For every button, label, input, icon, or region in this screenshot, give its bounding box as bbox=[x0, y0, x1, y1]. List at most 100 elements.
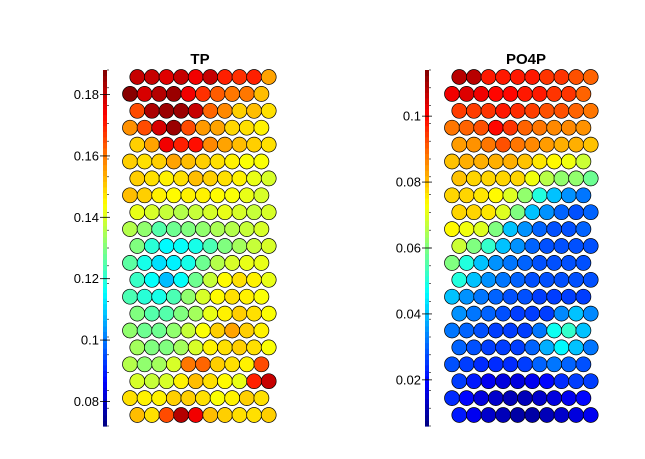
tp-colorbar-tick-label: 0.16 bbox=[74, 148, 99, 163]
tp-cell bbox=[231, 170, 248, 187]
po4p-cell bbox=[582, 339, 599, 356]
po4p-cell bbox=[444, 356, 460, 373]
tp-cell bbox=[260, 271, 277, 288]
po4p-cell bbox=[495, 102, 511, 119]
tp-cell bbox=[136, 86, 153, 102]
tp-cell bbox=[158, 407, 175, 423]
tp-colorbar-segment bbox=[103, 203, 107, 210]
tp-colorbar-segment bbox=[103, 320, 107, 327]
tp-cell bbox=[195, 322, 211, 339]
tp-colorbar-tick-label: 0.08 bbox=[74, 394, 99, 409]
po4p-cell bbox=[458, 86, 475, 102]
tp-cell bbox=[224, 390, 241, 406]
tp-colorbar-segment bbox=[103, 125, 107, 132]
tp-cell bbox=[144, 305, 160, 322]
tp-cell bbox=[246, 373, 262, 390]
tp-cell bbox=[202, 69, 219, 85]
po4p-cell bbox=[575, 390, 592, 406]
tp-cell bbox=[173, 204, 189, 221]
tp-cell bbox=[180, 255, 197, 271]
tp-cell bbox=[129, 102, 146, 119]
tp-cell bbox=[238, 390, 255, 406]
po4p-title: PO4P bbox=[506, 51, 546, 68]
tp-cell bbox=[224, 356, 241, 373]
po4p-colorbar-segment bbox=[425, 214, 429, 221]
po4p-cell bbox=[524, 305, 541, 322]
po4p-cell bbox=[487, 390, 504, 406]
po4p-cell bbox=[524, 204, 541, 221]
po4p-cell bbox=[487, 255, 504, 271]
tp-cell bbox=[129, 305, 146, 322]
tp-cell bbox=[129, 136, 146, 153]
po4p-cell bbox=[517, 221, 533, 237]
tp-cell bbox=[122, 119, 138, 136]
po4p-cell bbox=[480, 136, 497, 153]
po4p-cell bbox=[509, 407, 526, 423]
tp-cell bbox=[202, 339, 219, 356]
tp-cell bbox=[238, 288, 255, 305]
po4p-colorbar-segment bbox=[425, 259, 429, 266]
po4p-colorbar-segment bbox=[425, 331, 429, 338]
po4p-colorbar-segment bbox=[425, 286, 429, 294]
tp-colorbar-segment bbox=[103, 325, 107, 333]
tp-cell bbox=[180, 390, 197, 406]
tp-cell bbox=[136, 187, 153, 204]
tp-cell bbox=[165, 187, 182, 204]
tp-cell bbox=[158, 305, 175, 322]
po4p-cell bbox=[553, 69, 570, 85]
tp-cell bbox=[217, 339, 233, 356]
tp-cell bbox=[246, 407, 262, 423]
po4p-cell bbox=[553, 373, 570, 390]
tp-cell bbox=[158, 271, 175, 288]
tp-cell bbox=[122, 356, 138, 373]
po4p-cell bbox=[480, 373, 497, 390]
tp-colorbar-segment bbox=[103, 108, 107, 116]
po4p-cell bbox=[575, 187, 592, 204]
po4p-cell bbox=[560, 390, 577, 406]
tp-colorbar-tick-label: 0.12 bbox=[74, 271, 99, 286]
po4p-colorbar-segment bbox=[425, 309, 429, 316]
po4p-cell bbox=[509, 238, 526, 254]
po4p-colorbar-segment bbox=[425, 281, 429, 288]
tp-cell bbox=[129, 238, 146, 254]
po4p-colorbar-segment bbox=[425, 147, 429, 155]
tp-cell bbox=[144, 204, 160, 221]
po4p-cell bbox=[487, 187, 504, 204]
po4p-cell bbox=[560, 221, 577, 237]
po4p-cell bbox=[568, 271, 584, 288]
tp-colorbar-segment bbox=[103, 259, 107, 266]
tp-cell bbox=[180, 119, 197, 136]
tp-colorbar-segment bbox=[103, 131, 107, 138]
tp-cell bbox=[122, 255, 138, 271]
tp-colorbar-segment bbox=[103, 231, 107, 238]
po4p-cell bbox=[560, 119, 577, 136]
po4p-colorbar-segment bbox=[425, 242, 429, 249]
tp-cell bbox=[151, 187, 168, 204]
po4p-colorbar-segment bbox=[425, 253, 429, 260]
po4p-colorbar-segment bbox=[425, 381, 429, 388]
po4p-hex-grid bbox=[444, 69, 599, 423]
tp-cell bbox=[195, 86, 211, 102]
po4p-cell bbox=[444, 86, 460, 102]
tp-cell bbox=[209, 119, 226, 136]
po4p-cell bbox=[517, 390, 533, 406]
tp-colorbar-segment bbox=[103, 86, 107, 93]
tp-cell bbox=[187, 102, 204, 119]
tp-cell bbox=[180, 322, 197, 339]
tp-cell bbox=[165, 119, 182, 136]
tp-cell bbox=[238, 86, 255, 102]
tp-colorbar-segment bbox=[103, 92, 107, 99]
po4p-cell bbox=[495, 339, 511, 356]
tp-colorbar-segment bbox=[103, 342, 107, 349]
po4p-colorbar-segment bbox=[425, 97, 429, 104]
po4p-cell bbox=[466, 204, 482, 221]
tp-cell bbox=[231, 305, 248, 322]
tp-cell bbox=[144, 102, 160, 119]
po4p-cell bbox=[517, 86, 533, 102]
tp-cell bbox=[260, 204, 277, 221]
po4p-colorbar-segment bbox=[425, 131, 429, 138]
tp-colorbar-segment bbox=[103, 225, 107, 232]
tp-cell bbox=[129, 339, 146, 356]
tp-cell bbox=[202, 102, 219, 119]
